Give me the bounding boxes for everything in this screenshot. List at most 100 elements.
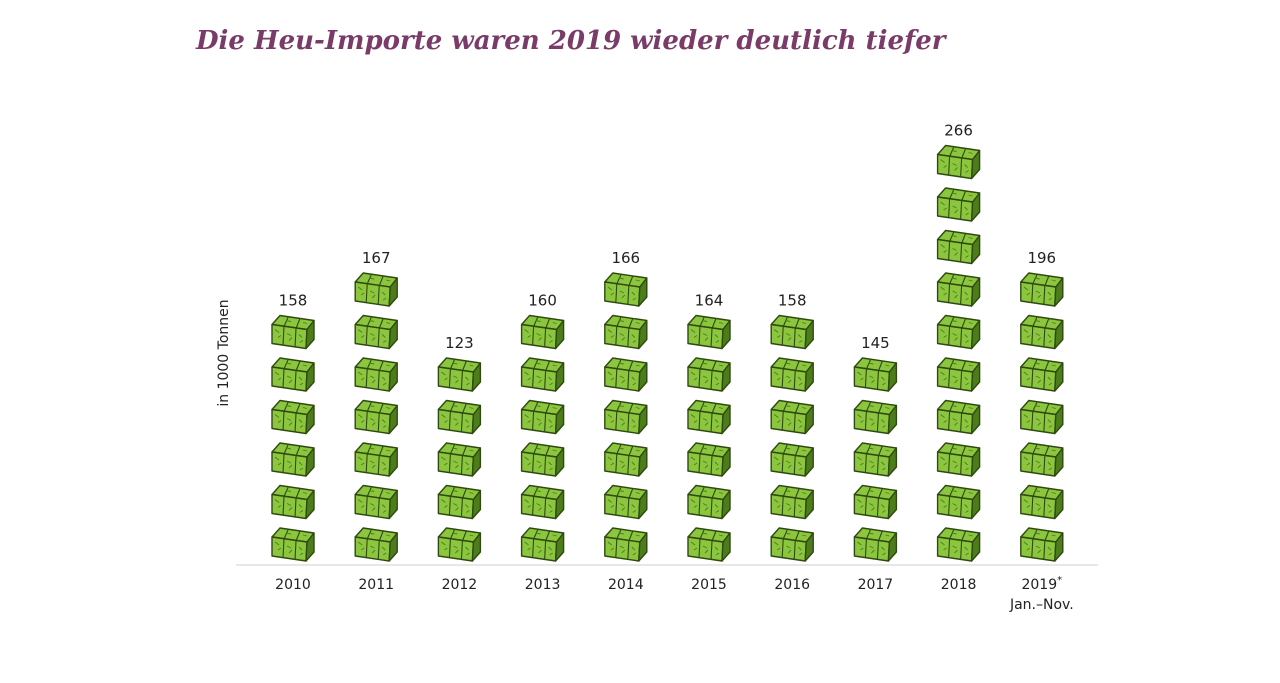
- hay-bale-icon: [936, 314, 981, 350]
- chart-title: Die Heu-Importe waren 2019 wieder deutli…: [196, 26, 946, 56]
- hay-bale-icon: [936, 399, 981, 435]
- hay-bale-icon: [354, 357, 398, 392]
- x-tick-label-2014: 2014: [608, 577, 644, 593]
- bar-2017: [853, 357, 898, 562]
- hay-bale-icon: [271, 484, 315, 520]
- data-label-2011: 167: [362, 249, 391, 267]
- bar-2015: [687, 314, 731, 562]
- hay-bale-icon: [520, 484, 565, 520]
- hay-bale-icon: [520, 399, 565, 435]
- hay-bale-icon: [936, 442, 981, 477]
- hay-bale-icon: [853, 527, 898, 562]
- hay-bale-icon: [354, 399, 398, 435]
- hay-bale-icon: [354, 314, 398, 350]
- hay-bale-icon: [770, 357, 814, 392]
- hay-bale-icon: [604, 527, 648, 562]
- hay-bale-icon: [604, 442, 648, 477]
- hay-bale-icon: [770, 442, 814, 477]
- hay-bale-icon: [1020, 484, 1064, 520]
- hay-bale-icon: [604, 357, 648, 392]
- hay-bale-icon: [354, 272, 398, 307]
- x-tick-sublabel-2019: Jan.–Nov.: [1009, 597, 1074, 613]
- hay-bale-icon: [1020, 442, 1064, 477]
- hay-bale-icon: [687, 527, 731, 562]
- x-tick-label-2015: 2015: [691, 577, 727, 593]
- hay-bale-icon: [604, 484, 648, 520]
- x-tick-label-2012: 2012: [442, 577, 478, 593]
- data-label-2016: 158: [778, 292, 807, 310]
- hay-bale-icon: [936, 229, 981, 265]
- hay-bale-icon: [770, 484, 814, 520]
- hay-bale-icon: [853, 484, 898, 520]
- x-tick-label-2011: 2011: [358, 577, 394, 593]
- hay-bale-icon: [687, 399, 731, 435]
- hay-bale-icon: [687, 442, 731, 477]
- hay-bale-icon: [604, 399, 648, 435]
- hay-bale-icon: [1020, 399, 1064, 435]
- hay-bale-icon: [936, 484, 981, 520]
- data-label-2010: 158: [279, 292, 308, 310]
- hay-bale-icon: [437, 484, 482, 520]
- x-tick-label-2018: 2018: [941, 577, 977, 593]
- data-label-2017: 145: [861, 334, 890, 352]
- hay-bale-icon: [271, 527, 315, 562]
- hay-bale-icon: [687, 314, 731, 350]
- hay-bale-icon: [520, 527, 565, 562]
- hay-bale-icon: [853, 357, 898, 392]
- hay-bale-icon: [1020, 314, 1064, 350]
- hay-bale-icon: [853, 442, 898, 477]
- hay-bale-icon: [770, 527, 814, 562]
- data-label-2013: 160: [528, 292, 557, 310]
- hay-bale-icon: [936, 272, 981, 307]
- hay-bale-icon: [770, 314, 814, 350]
- x-tick-label-2013: 2013: [525, 577, 561, 593]
- data-label-2019: 196: [1027, 249, 1056, 267]
- data-label-2014: 166: [611, 249, 640, 267]
- x-tick-label-2016: 2016: [774, 577, 810, 593]
- data-label-2012: 123: [445, 334, 474, 352]
- hay-bale-icon: [853, 399, 898, 435]
- hay-bale-icon: [604, 272, 648, 307]
- hay-bale-icon: [354, 484, 398, 520]
- hay-bale-icon: [271, 399, 315, 435]
- hay-bale-icon: [936, 527, 981, 562]
- hay-bale-icon: [271, 314, 315, 350]
- bar-2011: [354, 272, 398, 562]
- hay-bale-icon: [271, 357, 315, 392]
- data-label-2018: 266: [944, 122, 973, 140]
- y-axis-label: in 1000 Tonnen: [216, 299, 232, 406]
- x-tick-label-2019: 2019*: [1021, 575, 1062, 593]
- bar-2010: [271, 314, 315, 562]
- bar-2013: [520, 314, 565, 562]
- data-label-2015: 164: [695, 292, 724, 310]
- x-tick-label-2010: 2010: [275, 577, 311, 593]
- hay-bale-icon: [271, 442, 315, 477]
- hay-bale-icon: [520, 442, 565, 477]
- hay-bale-icon: [936, 357, 981, 392]
- hay-bale-icon: [520, 314, 565, 350]
- bar-2014: [604, 272, 648, 562]
- hay-bale-icon: [936, 144, 981, 180]
- hay-bale-icon: [437, 399, 482, 435]
- hay-bale-icon: [437, 527, 482, 562]
- hay-bale-icon: [520, 357, 565, 392]
- hay-bale-icon: [687, 484, 731, 520]
- hay-bale-icon: [936, 187, 981, 222]
- hay-bale-icon: [437, 357, 482, 392]
- hay-bale-icon: [770, 399, 814, 435]
- hay-bale-icon: [437, 442, 482, 477]
- hay-bale-icon: [687, 357, 731, 392]
- x-tick-label-2017: 2017: [858, 577, 894, 593]
- hay-bale-icon: [354, 442, 398, 477]
- bar-2019: [1020, 272, 1064, 562]
- hay-bale-icon: [1020, 357, 1064, 392]
- hay-bale-icon: [604, 314, 648, 350]
- bar-2016: [770, 314, 814, 562]
- bar-2018: [936, 144, 981, 562]
- hay-bale-icon: [1020, 527, 1064, 562]
- hay-bale-icon: [1020, 272, 1064, 307]
- bar-2012: [437, 357, 482, 562]
- hay-bale-icon: [354, 527, 398, 562]
